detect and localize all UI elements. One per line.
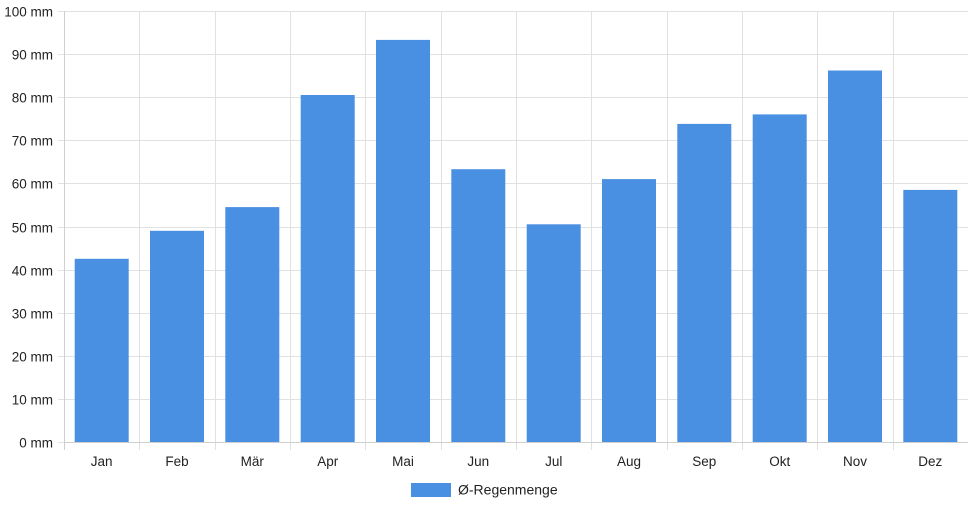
legend-swatch (411, 483, 451, 497)
bar[interactable] (526, 224, 581, 442)
bar[interactable] (74, 258, 129, 442)
x-tick-label: Apr (317, 454, 339, 469)
x-tick-label: Feb (165, 454, 188, 469)
x-tick-label: Jul (545, 454, 562, 469)
bar[interactable] (225, 207, 280, 442)
y-tick-label: 40 mm (12, 264, 53, 279)
x-tick-label: Aug (617, 454, 641, 469)
x-tick-label: Jan (91, 454, 113, 469)
axes (64, 11, 968, 450)
x-tick-label: Okt (769, 454, 790, 469)
legend[interactable]: Ø-Regenmenge (411, 482, 558, 498)
x-tick-label: Jun (467, 454, 489, 469)
bar[interactable] (903, 189, 958, 442)
y-tick-label: 10 mm (12, 393, 53, 408)
bar[interactable] (752, 114, 807, 443)
y-tick-label: 50 mm (12, 221, 53, 236)
x-tick-label: Nov (843, 454, 867, 469)
bar[interactable] (828, 70, 882, 443)
x-tick-label: Mär (241, 454, 265, 469)
bar[interactable] (602, 179, 656, 442)
x-tick-labels: Jan Feb Mär Apr Mai Jun Jul Aug Sep Okt Nov Dez (91, 454, 943, 469)
y-tick-label: 70 mm (12, 134, 53, 149)
y-tick-label: 80 mm (12, 91, 53, 106)
bar[interactable] (376, 39, 430, 443)
y-tick-label: 100 mm (4, 5, 53, 20)
bar[interactable] (451, 169, 506, 442)
y-tick-labels: 0 mm 10 mm 20 mm 30 mm 40 mm 50 mm 60 mm 70 mm 8… (4, 5, 53, 451)
y-tick-label: 20 mm (12, 350, 53, 365)
bar[interactable] (300, 95, 355, 442)
y-tick-label: 90 mm (12, 48, 53, 63)
bar[interactable] (150, 230, 204, 442)
x-tick-label: Sep (692, 454, 716, 469)
y-tick-label: 0 mm (19, 436, 53, 451)
y-tick-label: 60 mm (12, 177, 53, 192)
legend-label: Ø-Regenmenge (458, 482, 558, 498)
x-tick-label: Mai (392, 454, 414, 469)
x-tick-label: Dez (918, 454, 942, 469)
bars (74, 39, 958, 443)
y-tick-label: 30 mm (12, 307, 53, 322)
bar[interactable] (677, 123, 732, 443)
